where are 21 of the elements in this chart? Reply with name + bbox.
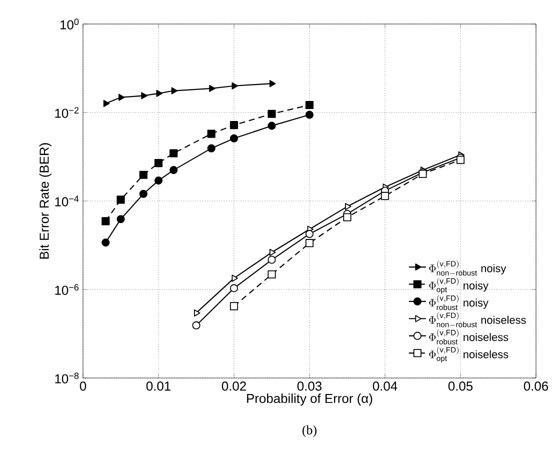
legend-label: $\Phi^{(\mathrm{v,FD})}_{\mathrm{robust}}\ \mathrm{noisy}$: [429, 294, 488, 310]
x-tick-label: 0.05: [448, 382, 473, 391]
x-axis-title: Probability of Error (α): [247, 394, 372, 406]
legend-label: $\Phi^{(\mathrm{v,FD})}_{\mathrm{non-robust}}\ \mathrm{noisy}$: [429, 260, 506, 276]
legend-label: $\Phi^{(\mathrm{v,FD})}_{\mathrm{robust}}\ \mathrm{noiseless}$: [429, 329, 508, 344]
y-tick-label: 10$^{−4}$: [55, 196, 79, 206]
y-axis-title: Bit Error Rate (BER): [39, 143, 52, 259]
y-tick-label: 10$^{0}$: [60, 18, 79, 30]
legend-label: $\Phi^{(\mathrm{v,FD})}_{\mathrm{opt}}\ \mathrm{noisy}$: [429, 278, 488, 294]
y-tick-label: 10$^{−8}$: [55, 372, 79, 384]
x-tick-label: 0.03: [297, 382, 322, 391]
y-tick-label: 10$^{−2}$: [55, 107, 79, 118]
x-tick-label: 0.06: [524, 382, 548, 391]
x-tick-label: 0.01: [146, 382, 170, 391]
x-tick-label: 0.02: [222, 382, 246, 391]
legend-label: $\Phi^{(\mathrm{v,FD})}_{\mathrm{opt}}\ \mathrm{noiseless}$: [429, 346, 508, 363]
x-tick-label: 0.04: [372, 382, 398, 391]
x-tick-label: 0: [80, 382, 86, 391]
y-tick-label: 10$^{−6}$: [55, 284, 79, 295]
text: (b): [302, 425, 316, 438]
legend-label: $\Phi^{(\mathrm{v,FD})}_{\mathrm{non-robust}}\ \mathrm{noiseless}$: [429, 312, 526, 328]
